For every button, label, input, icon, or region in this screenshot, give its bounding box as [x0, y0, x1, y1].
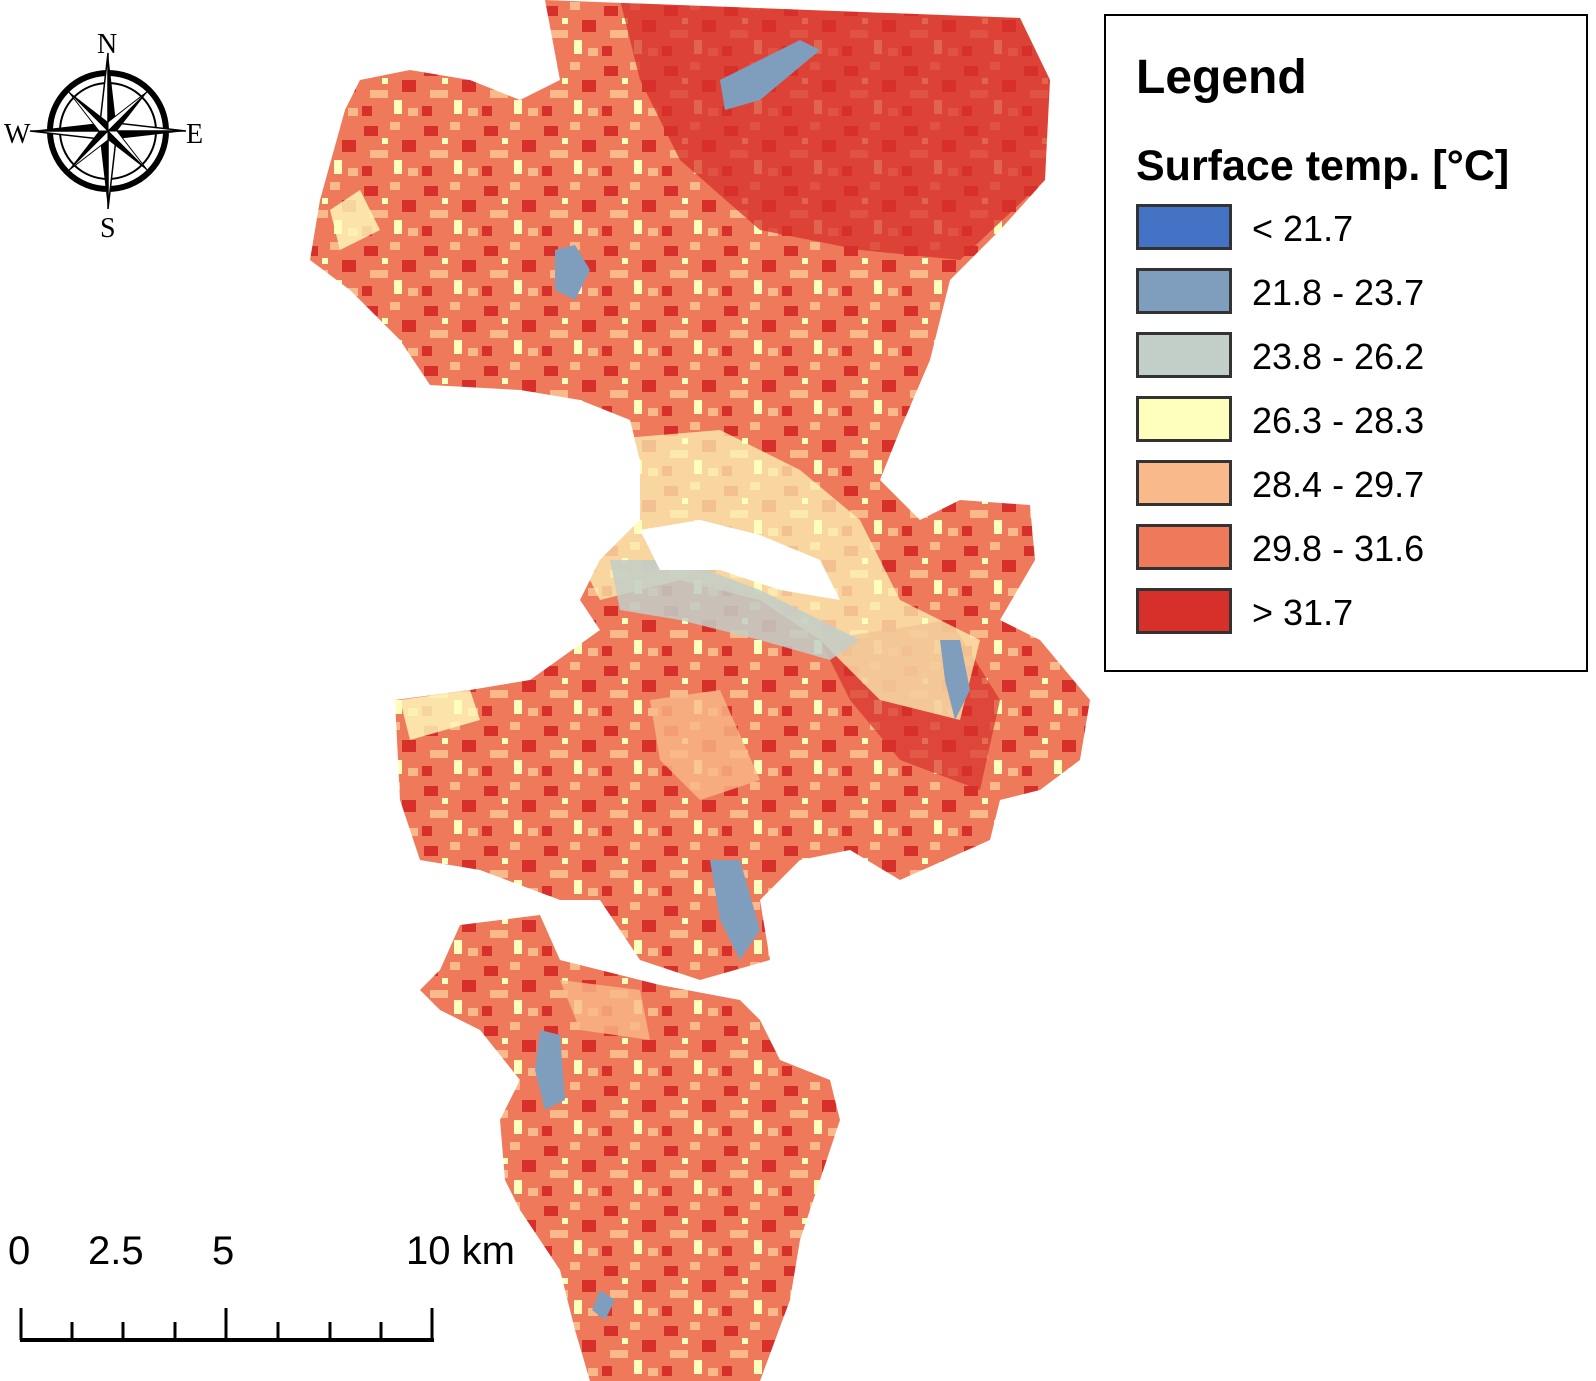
legend-item: 29.8 - 31.6: [1136, 524, 1576, 574]
legend-swatch: [1136, 588, 1232, 634]
legend-label: 26.3 - 28.3: [1252, 400, 1425, 441]
legend-label: > 31.7: [1252, 592, 1354, 633]
legend-swatch: [1136, 268, 1232, 314]
compass-north-label: N: [97, 29, 117, 60]
scale-label-2-5: 2.5: [88, 1229, 144, 1273]
legend-label: 28.4 - 29.7: [1252, 464, 1425, 505]
legend-swatch: [1136, 460, 1232, 506]
legend-label: 23.8 - 26.2: [1252, 336, 1425, 377]
scale-ticks: [19, 1308, 434, 1340]
compass-rose: N S E W: [4, 29, 203, 244]
legend-item: 28.4 - 29.7: [1136, 460, 1576, 510]
compass-south-label: S: [100, 213, 116, 244]
compass-east-label: E: [186, 119, 203, 150]
legend-item: 26.3 - 28.3: [1136, 396, 1576, 446]
legend-item: 23.8 - 26.2: [1136, 332, 1576, 382]
scale-bar: 0 2.5 5 10 km: [8, 1229, 515, 1342]
legend-label: 29.8 - 31.6: [1252, 528, 1425, 569]
legend-swatch: [1136, 396, 1232, 442]
legend-swatch: [1136, 204, 1232, 250]
legend-item: 21.8 - 23.7: [1136, 268, 1576, 318]
scale-label-10km: 10 km: [406, 1229, 515, 1273]
legend-title: Legend: [1136, 51, 1307, 104]
compass-star-icon: [29, 52, 187, 210]
legend-label: 21.8 - 23.7: [1252, 272, 1425, 313]
legend-item: > 31.7: [1136, 588, 1576, 638]
legend-swatch: [1136, 524, 1232, 570]
scale-label-5: 5: [212, 1229, 234, 1273]
legend-panel: Legend Surface temp. [°C] < 21.7 21.8 - …: [1104, 14, 1588, 672]
legend-subtitle: Surface temp. [°C]: [1136, 142, 1510, 190]
legend-label: < 21.7: [1252, 208, 1354, 249]
legend-swatch: [1136, 332, 1232, 378]
scale-label-0: 0: [8, 1229, 30, 1273]
compass-west-label: W: [4, 119, 31, 150]
legend-item: < 21.7: [1136, 204, 1576, 254]
